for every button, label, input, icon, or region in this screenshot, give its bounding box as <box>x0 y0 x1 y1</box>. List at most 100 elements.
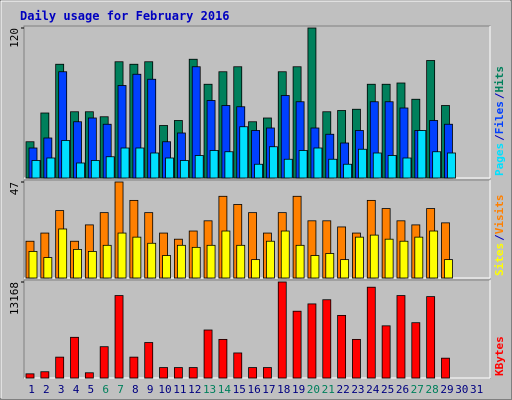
x-tick-label: 8 <box>132 383 139 396</box>
bar <box>76 162 85 179</box>
bar <box>58 228 68 279</box>
x-tick-label: 1 <box>28 383 35 396</box>
bar <box>188 367 198 379</box>
bar <box>254 163 263 179</box>
bar <box>99 346 109 379</box>
bar <box>340 259 350 279</box>
x-tick-label: 29 <box>440 383 453 396</box>
x-tick-label: 5 <box>88 383 95 396</box>
bar <box>387 155 397 179</box>
x-tick-label: 13 <box>203 383 216 396</box>
bar <box>298 150 308 179</box>
bar <box>355 236 364 279</box>
bar <box>328 158 338 179</box>
bar <box>162 255 171 279</box>
bar <box>432 151 442 179</box>
bar <box>206 244 216 279</box>
bar <box>90 160 100 179</box>
bar <box>46 157 56 179</box>
bar <box>209 150 219 179</box>
bar <box>117 232 127 279</box>
bar <box>358 148 367 179</box>
legend: Sites /Visits <box>493 195 506 277</box>
bar <box>263 367 272 379</box>
x-tick-label: 9 <box>147 383 154 396</box>
bar <box>105 156 115 179</box>
bar <box>417 130 427 179</box>
bar <box>369 234 379 279</box>
bar <box>87 251 97 279</box>
bar <box>414 236 424 279</box>
x-tick-label: 20 <box>307 383 320 396</box>
x-tick-label: 11 <box>173 383 186 396</box>
bar <box>40 371 50 379</box>
x-tick-label: 10 <box>158 383 171 396</box>
bar <box>132 236 142 279</box>
bar <box>120 147 130 179</box>
legend-separator: / <box>493 234 506 241</box>
bar <box>218 338 228 379</box>
bar <box>70 336 79 379</box>
x-tick-label: 3 <box>58 383 65 396</box>
bar <box>236 244 246 279</box>
x-tick-label: 21 <box>322 383 335 396</box>
bar <box>322 299 332 379</box>
bar <box>239 126 249 179</box>
x-tick-label: 23 <box>351 383 364 396</box>
bar <box>194 155 204 179</box>
bar <box>426 296 436 379</box>
legend-separator: / <box>493 134 506 141</box>
bar <box>277 281 287 379</box>
legend: Pages/Files/Hits <box>493 66 506 176</box>
bar <box>411 322 421 379</box>
bar <box>135 147 145 179</box>
legend-entry: Sites <box>493 243 506 276</box>
bar <box>310 255 320 279</box>
y-tick-label: 120 <box>8 28 21 48</box>
bar <box>396 295 406 379</box>
legend-entry: Hits <box>493 66 506 93</box>
bar <box>313 147 323 179</box>
x-tick-label: 19 <box>292 383 305 396</box>
bar <box>280 230 290 279</box>
bar <box>399 240 409 279</box>
bar <box>325 253 335 279</box>
x-tick-label: 28 <box>426 383 439 396</box>
bar <box>269 146 278 179</box>
x-tick-label: 22 <box>336 383 349 396</box>
bar <box>266 240 275 279</box>
x-tick-label: 14 <box>218 383 232 396</box>
bar <box>384 238 394 279</box>
legend-separator: / <box>493 92 506 99</box>
chart-title: Daily usage for February 2016 <box>20 9 230 23</box>
bar <box>203 329 213 379</box>
x-tick-label: 25 <box>381 383 394 396</box>
legend: KBytes <box>493 336 506 376</box>
x-tick-label: 15 <box>233 383 246 396</box>
y-tick-label: 13168 <box>8 282 21 315</box>
x-tick-label: 7 <box>117 383 124 396</box>
bar <box>295 244 305 279</box>
x-tick-label: 26 <box>396 383 409 396</box>
bar <box>147 242 157 279</box>
bar <box>447 152 456 179</box>
bar <box>55 356 65 379</box>
bar <box>191 246 201 279</box>
bar <box>337 314 347 379</box>
bar <box>402 157 412 179</box>
bar <box>381 325 391 379</box>
bar <box>129 356 139 379</box>
y-tick-label: 47 <box>8 182 21 195</box>
bar <box>173 367 183 379</box>
bar <box>352 338 361 379</box>
x-tick-label: 6 <box>102 383 109 396</box>
bar <box>114 295 124 379</box>
bar <box>251 259 260 279</box>
x-tick-label: 31 <box>470 383 483 396</box>
legend-entry: Visits <box>493 195 506 235</box>
bar <box>176 244 186 279</box>
bar <box>144 342 154 379</box>
bar <box>73 249 82 279</box>
bar <box>292 310 302 379</box>
